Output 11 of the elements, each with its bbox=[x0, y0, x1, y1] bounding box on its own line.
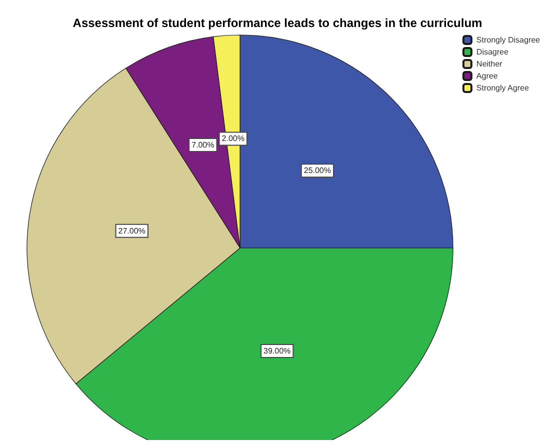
data-label: 27.00% bbox=[118, 226, 146, 236]
legend-label: Agree bbox=[476, 72, 498, 80]
data-label: 25.00% bbox=[304, 166, 331, 176]
legend-label: Neither bbox=[476, 60, 503, 68]
chart-title: Assessment of student performance leads to changes in the curriculum bbox=[72, 16, 482, 30]
data-label: 2.00% bbox=[222, 134, 244, 144]
data-label: 39.00% bbox=[264, 346, 291, 356]
legend-label: Strongly Disagree bbox=[476, 36, 541, 44]
data-label: 7.00% bbox=[192, 140, 214, 150]
legend-label: Strongly Agree bbox=[476, 84, 530, 92]
legend-label: Disagree bbox=[476, 48, 509, 56]
